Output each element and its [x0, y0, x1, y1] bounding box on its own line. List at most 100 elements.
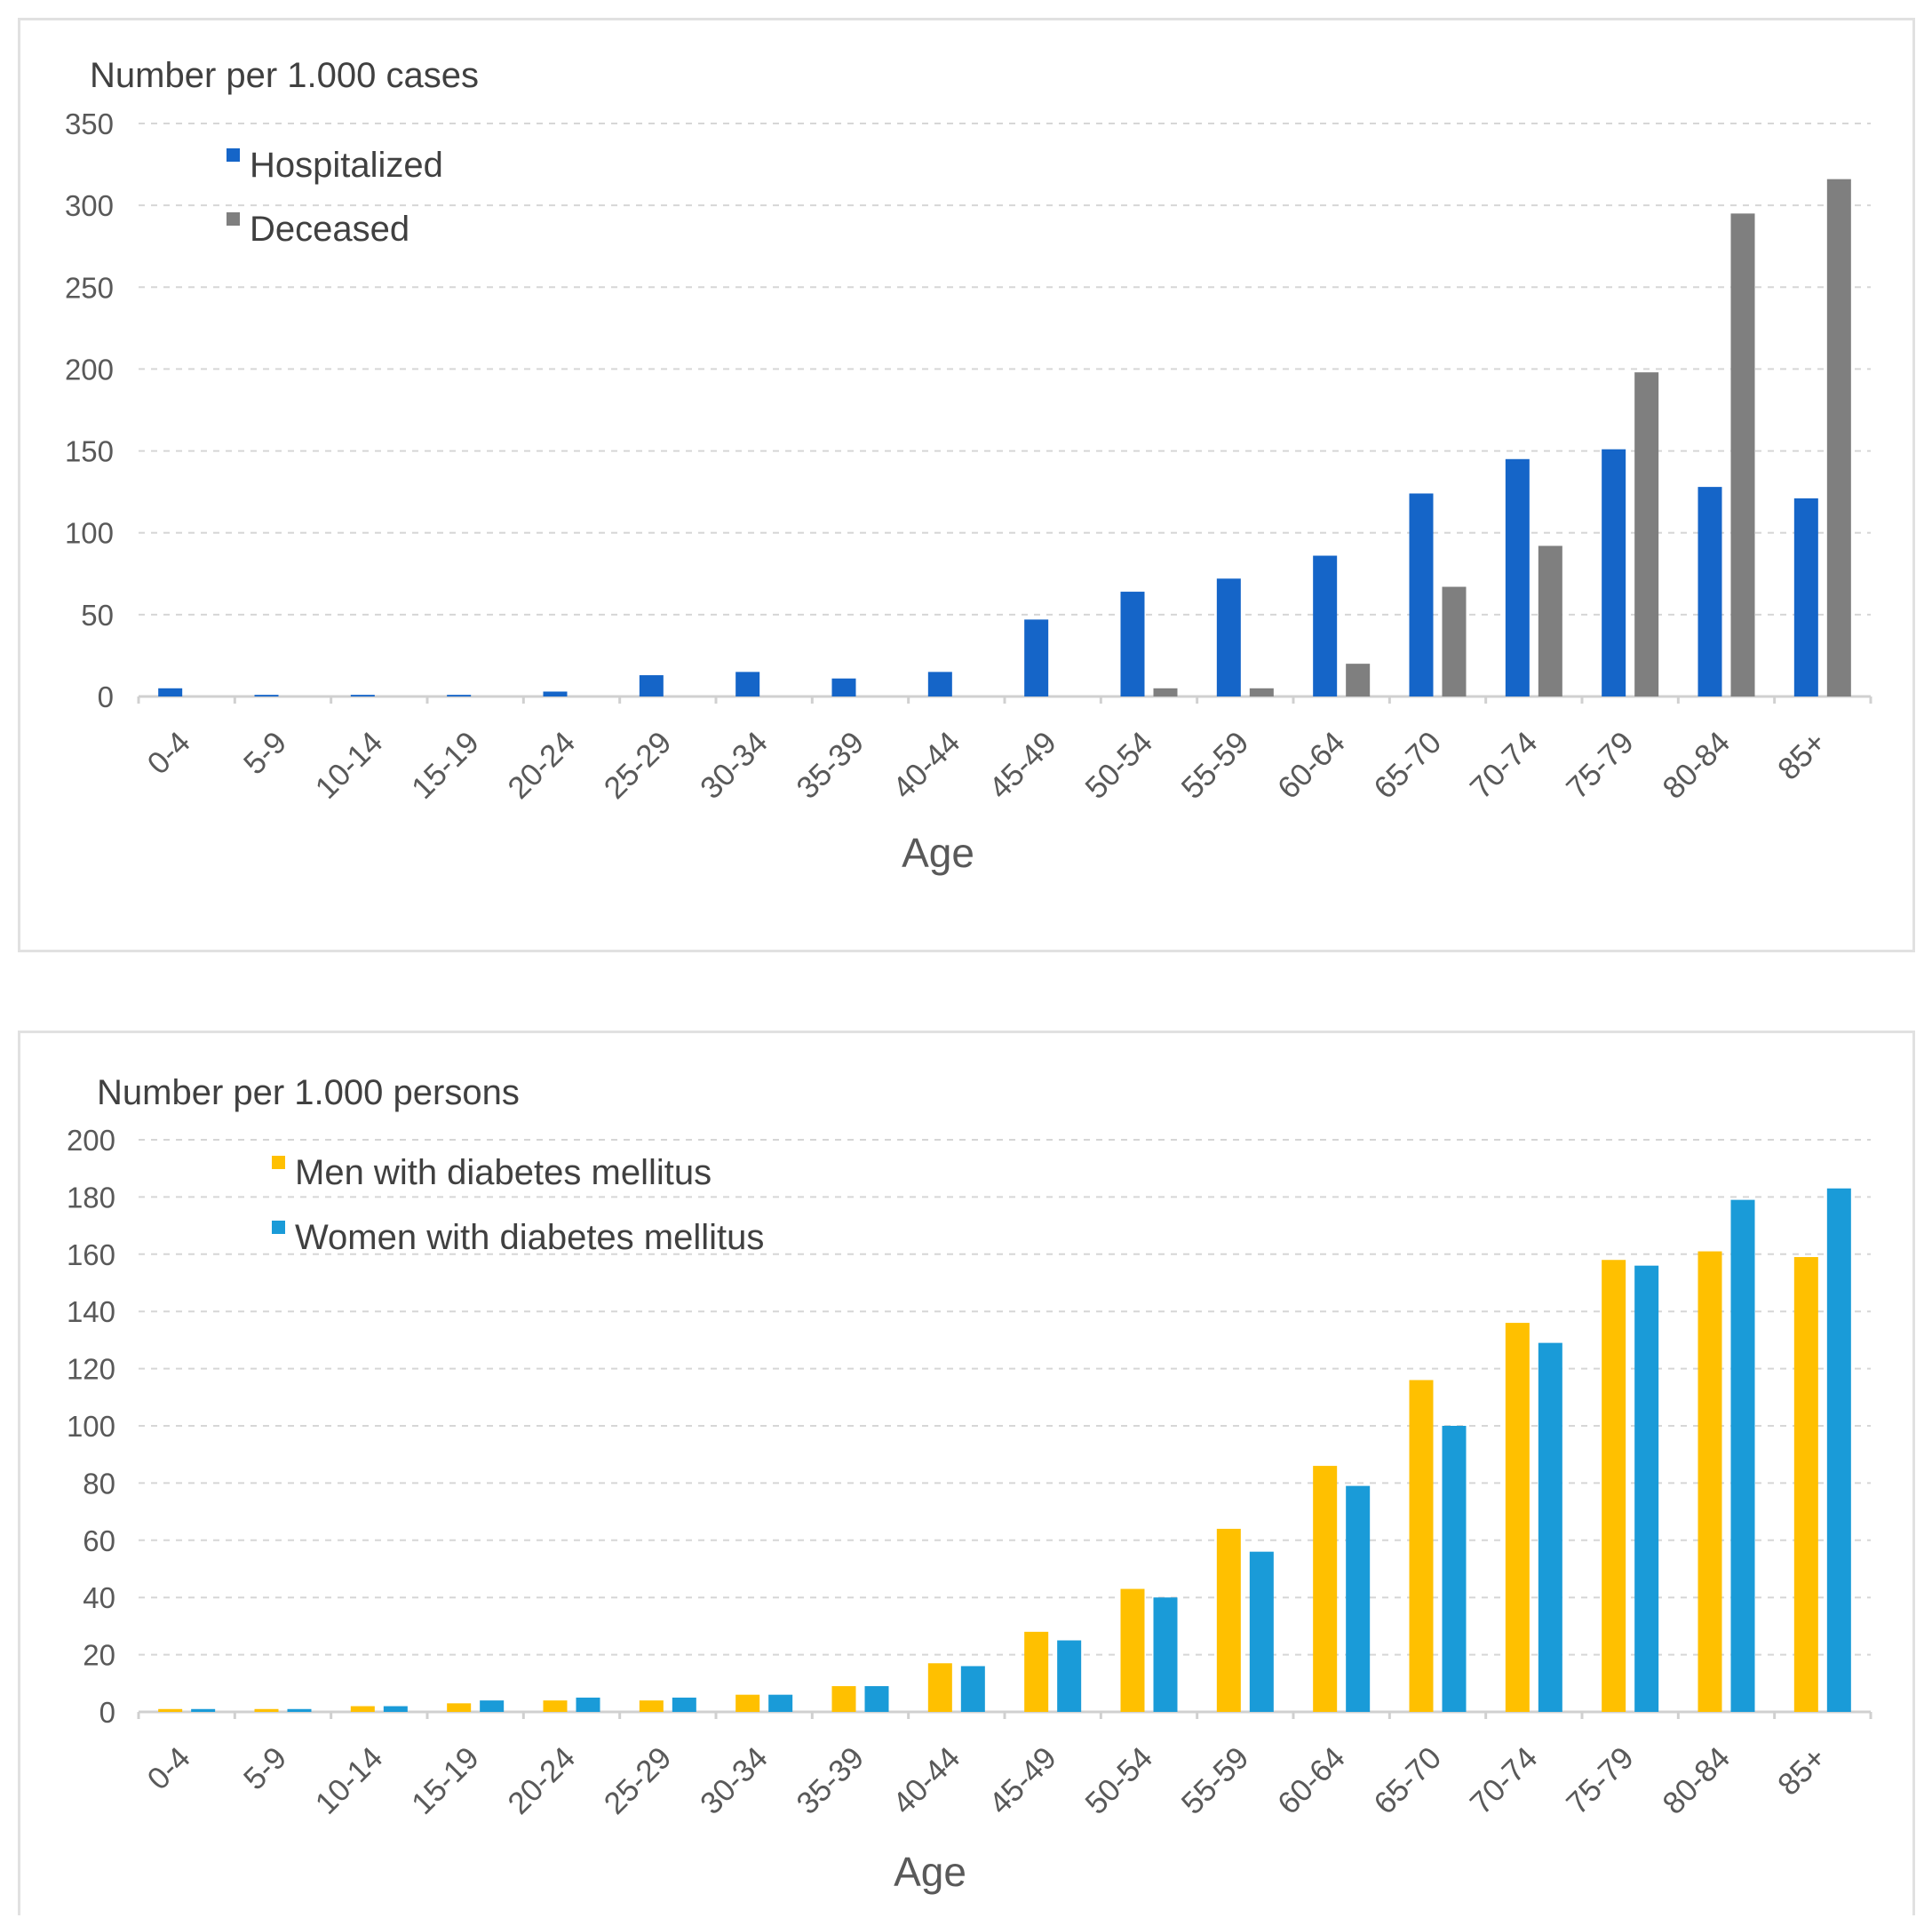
x-tick-label: 60-64 [1271, 725, 1352, 806]
chart-diabetes-mellitus: Number per 1.000 persons 0 20 40 60 80 100 120 1… [67, 1073, 1872, 1895]
bar-women-with-diabetes-mellitus [864, 1686, 889, 1712]
bar-deceased [1346, 664, 1371, 696]
x-tick-label: 60-64 [1271, 1740, 1352, 1821]
bar-deceased [1538, 545, 1562, 696]
x-tick-label: 55-59 [1175, 1740, 1256, 1821]
bar-men-with-diabetes-mellitus [158, 1708, 183, 1712]
y-tick-label: 150 [65, 435, 114, 468]
x-tick-label: 10-14 [309, 725, 390, 806]
bar-women-with-diabetes-mellitus [1730, 1199, 1755, 1712]
bar-men-with-diabetes-mellitus [1697, 1251, 1722, 1712]
x-tick-label: 65-70 [1367, 725, 1448, 806]
bar-hospitalized [1024, 619, 1049, 696]
x-tick-label: 85+ [1771, 725, 1833, 787]
y-tick-label: 200 [65, 353, 114, 386]
bar-hospitalized [639, 675, 664, 696]
bar-women-with-diabetes-mellitus [768, 1694, 793, 1712]
legend-swatch [272, 1221, 285, 1234]
bar-men-with-diabetes-mellitus [735, 1694, 760, 1712]
legend-swatch [272, 1156, 285, 1169]
bar-men-with-diabetes-mellitus [639, 1700, 664, 1712]
bar-women-with-diabetes-mellitus [1346, 1485, 1371, 1712]
bar-women-with-diabetes-mellitus [576, 1697, 600, 1712]
y-tick-label: 60 [83, 1524, 115, 1557]
x-tick-label: 5-9 [237, 725, 293, 781]
x-tick-label: 10-14 [309, 1740, 390, 1821]
bar-hospitalized [543, 691, 568, 696]
x-tick-label: 50-54 [1078, 725, 1159, 806]
x-tick-label: 45-49 [982, 1740, 1063, 1821]
bar-hospitalized [1216, 578, 1241, 696]
bar-women-with-diabetes-mellitus [287, 1708, 312, 1712]
bar-women-with-diabetes-mellitus [191, 1708, 216, 1712]
bar-women-with-diabetes-mellitus [480, 1700, 505, 1712]
y-axis-label: Number per 1.000 persons [97, 1073, 520, 1112]
legend-swatch [227, 148, 240, 162]
y-tick-label: 100 [67, 1410, 115, 1443]
bar-men-with-diabetes-mellitus [1793, 1257, 1818, 1712]
x-tick-label: 75-79 [1560, 725, 1641, 806]
bar-men-with-diabetes-mellitus [350, 1706, 375, 1712]
x-tick-label: 35-39 [790, 725, 871, 806]
x-tick-label: 65-70 [1367, 1740, 1448, 1821]
bar-men-with-diabetes-mellitus [543, 1700, 568, 1712]
bar-hospitalized [447, 695, 472, 696]
y-tick-label: 120 [67, 1353, 115, 1386]
x-tick-label: 80-84 [1656, 1740, 1737, 1821]
x-tick-label: 25-29 [598, 725, 679, 806]
bar-women-with-diabetes-mellitus [672, 1697, 696, 1712]
chart-panel-diabetes: Number per 1.000 persons 0 20 40 60 80 100 120 1… [18, 1031, 1915, 1915]
bar-women-with-diabetes-mellitus [1826, 1188, 1851, 1712]
bar-hospitalized [1313, 555, 1338, 696]
bar-men-with-diabetes-mellitus [1216, 1528, 1241, 1712]
bar-women-with-diabetes-mellitus [960, 1666, 985, 1712]
bar-women-with-diabetes-mellitus [1442, 1426, 1467, 1712]
x-axis-title: Age [894, 1849, 966, 1895]
bar-men-with-diabetes-mellitus [831, 1686, 856, 1712]
bar-men-with-diabetes-mellitus [1505, 1323, 1530, 1712]
x-tick-label: 85+ [1771, 1740, 1833, 1803]
bar-women-with-diabetes-mellitus [1538, 1342, 1562, 1712]
bar-hospitalized [254, 695, 279, 696]
bar-women-with-diabetes-mellitus [1249, 1551, 1274, 1712]
x-tick-label: 15-19 [405, 725, 486, 806]
x-tick-label: 20-24 [501, 1740, 582, 1821]
bar-deceased [1442, 586, 1467, 696]
bar-deceased [1826, 179, 1851, 696]
bar-men-with-diabetes-mellitus [1409, 1380, 1434, 1712]
bar-men-with-diabetes-mellitus [1024, 1631, 1049, 1712]
y-tick-label: 180 [67, 1181, 115, 1214]
bar-hospitalized [1697, 487, 1722, 696]
bar-hospitalized [158, 688, 183, 696]
bar-men-with-diabetes-mellitus [1602, 1260, 1626, 1712]
x-tick-label: 30-34 [694, 725, 775, 806]
x-tick-label: 30-34 [694, 1740, 775, 1821]
x-tick-label: 5-9 [237, 1740, 293, 1796]
bar-hospitalized [1602, 449, 1626, 696]
bar-women-with-diabetes-mellitus [1634, 1265, 1659, 1712]
y-tick-label: 80 [83, 1467, 115, 1500]
x-tick-label: 25-29 [598, 1740, 679, 1821]
bar-women-with-diabetes-mellitus [1057, 1640, 1082, 1712]
bar-deceased [1730, 213, 1755, 696]
legend-label: Women with diabetes mellitus [295, 1218, 764, 1257]
bar-deceased [1153, 688, 1178, 696]
bar-hospitalized [831, 678, 856, 696]
x-axis-title: Age [902, 830, 974, 876]
x-tick-label: 35-39 [790, 1740, 871, 1821]
bar-men-with-diabetes-mellitus [927, 1663, 952, 1712]
bar-men-with-diabetes-mellitus [1120, 1588, 1145, 1712]
y-tick-label: 40 [83, 1581, 115, 1614]
y-tick-label: 300 [65, 189, 114, 222]
bar-men-with-diabetes-mellitus [1313, 1466, 1338, 1712]
bar-hospitalized [1793, 498, 1818, 696]
x-tick-label: 75-79 [1560, 1740, 1641, 1821]
legend-swatch [227, 212, 240, 226]
x-tick-label: 70-74 [1464, 1740, 1545, 1821]
x-tick-label: 20-24 [501, 725, 582, 806]
bar-hospitalized [1120, 592, 1145, 696]
bar-hospitalized [350, 695, 375, 696]
bar-men-with-diabetes-mellitus [447, 1703, 472, 1712]
x-tick-label: 40-44 [886, 1740, 967, 1821]
bar-hospitalized [927, 672, 952, 696]
